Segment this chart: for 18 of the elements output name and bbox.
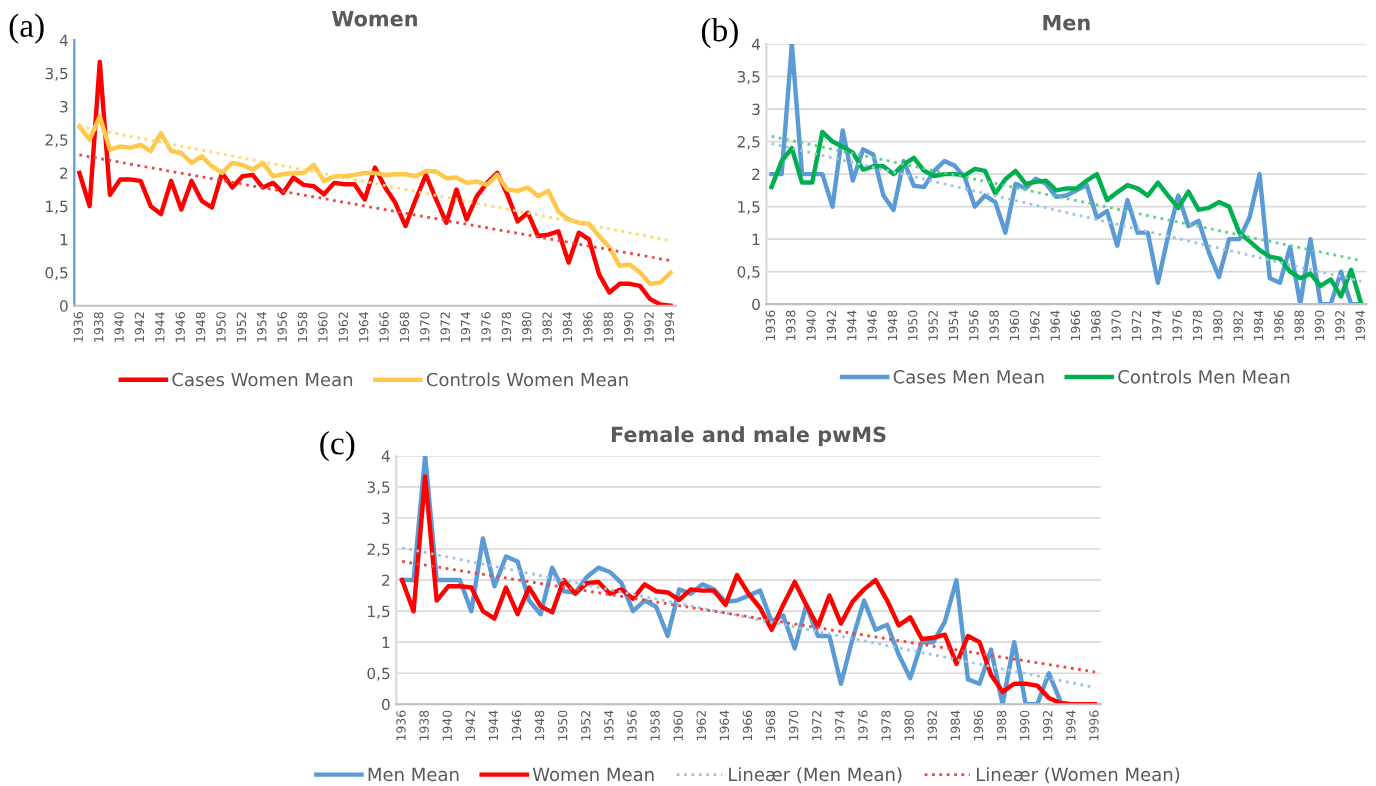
legend-label: Controls Men Mean	[1118, 369, 1290, 384]
line-series	[77, 114, 673, 287]
legend-label: Controls Women Mean	[426, 372, 628, 387]
chart-title: Men	[1043, 14, 1090, 31]
legend-label: Cases Women Mean	[172, 372, 353, 387]
line-series	[77, 59, 673, 306]
text: (a)	[9, 13, 44, 44]
chart-title: Female and male pwMS	[611, 426, 886, 447]
line-series	[769, 44, 1364, 305]
chart-title: Women	[331, 11, 417, 27]
legend-label: Cases Men Mean	[893, 369, 1044, 384]
legend-label: Women Mean	[532, 767, 654, 782]
legend-label: Men Mean	[368, 767, 459, 782]
line-series	[769, 129, 1364, 305]
text: (b)	[701, 18, 738, 49]
legend-label: Lineær (Women Mean)	[976, 767, 1180, 784]
legend-label: Lineær (Men Mean)	[729, 767, 902, 784]
text: (c)	[320, 431, 355, 462]
